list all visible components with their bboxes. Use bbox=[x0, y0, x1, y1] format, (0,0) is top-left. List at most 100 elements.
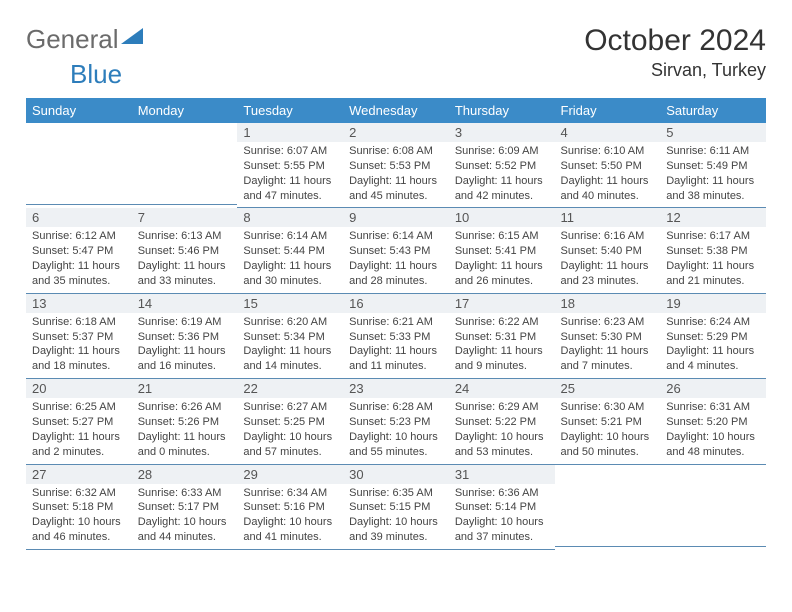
calendar-cell: 6Sunrise: 6:12 AMSunset: 5:47 PMDaylight… bbox=[26, 208, 132, 293]
calendar-cell: 13Sunrise: 6:18 AMSunset: 5:37 PMDayligh… bbox=[26, 294, 132, 379]
daylight-line: Daylight: 11 hours and 11 minutes. bbox=[349, 344, 443, 374]
day-number: 19 bbox=[660, 294, 766, 313]
daylight-line: Daylight: 11 hours and 21 minutes. bbox=[666, 259, 760, 289]
calendar-cell: 30 Sunrise: 6:35 AMSunset: 5:15 PMDayligh… bbox=[343, 465, 449, 550]
daylight-line: Daylight: 11 hours and 42 minutes. bbox=[455, 174, 549, 204]
calendar-row: 20Sunrise: 6:25 AMSunset: 5:27 PMDayligh… bbox=[26, 379, 766, 464]
daylight-line: Daylight: 11 hours and 45 minutes. bbox=[349, 174, 443, 204]
weekday-header-row: SundayMondayTuesdayWednesdayThursdayFrid… bbox=[26, 98, 766, 123]
weekday-thursday: Thursday bbox=[449, 98, 555, 123]
daylight-line: Daylight: 11 hours and 0 minutes. bbox=[138, 430, 232, 460]
day-info: Sunrise: 6:19 AMSunset: 5:36 PMDaylight:… bbox=[132, 315, 238, 374]
calendar-cell bbox=[26, 123, 132, 208]
day-info: Sunrise: 6:18 AMSunset: 5:37 PMDaylight:… bbox=[26, 315, 132, 374]
day-number bbox=[26, 123, 132, 127]
sunset-line: Sunset: 5:36 PM bbox=[138, 330, 232, 345]
calendar-cell: 18Sunrise: 6:23 AMSunset: 5:30 PMDayligh… bbox=[555, 294, 661, 379]
sunrise-line: Sunrise: 6:08 AM bbox=[349, 144, 443, 159]
day-info: Sunrise: 6:30 AMSunset: 5:21 PMDaylight:… bbox=[555, 400, 661, 459]
day-number: 30 bbox=[343, 465, 449, 484]
sunset-line: Sunset: 5:15 PM bbox=[349, 500, 443, 515]
day-number: 26 bbox=[660, 379, 766, 398]
sunrise-line: Sunrise: 6:16 AM bbox=[561, 229, 655, 244]
day-number: 15 bbox=[237, 294, 343, 313]
day-info: Sunrise: 6:31 AMSunset: 5:20 PMDaylight:… bbox=[660, 400, 766, 459]
daylight-line: Daylight: 10 hours and 41 minutes. bbox=[243, 515, 337, 545]
sunset-line: Sunset: 5:21 PM bbox=[561, 415, 655, 430]
sunrise-line: Sunrise: 6:07 AM bbox=[243, 144, 337, 159]
daylight-line: Daylight: 10 hours and 53 minutes. bbox=[455, 430, 549, 460]
sunset-line: Sunset: 5:31 PM bbox=[455, 330, 549, 345]
day-number: 5 bbox=[660, 123, 766, 142]
daylight-line: Daylight: 10 hours and 44 minutes. bbox=[138, 515, 232, 545]
day-info: Sunrise: 6:35 AMSunset: 5:15 PMDaylight:… bbox=[343, 486, 449, 545]
calendar-row: 6Sunrise: 6:12 AMSunset: 5:47 PMDaylight… bbox=[26, 208, 766, 293]
sunset-line: Sunset: 5:43 PM bbox=[349, 244, 443, 259]
day-info: Sunrise: 6:36 AMSunset: 5:14 PMDaylight:… bbox=[449, 486, 555, 545]
day-number: 22 bbox=[237, 379, 343, 398]
sunrise-line: Sunrise: 6:26 AM bbox=[138, 400, 232, 415]
day-info: Sunrise: 6:20 AMSunset: 5:34 PMDaylight:… bbox=[237, 315, 343, 374]
day-number: 6 bbox=[26, 208, 132, 227]
daylight-line: Daylight: 11 hours and 2 minutes. bbox=[32, 430, 126, 460]
sunrise-line: Sunrise: 6:17 AM bbox=[666, 229, 760, 244]
day-number bbox=[555, 465, 661, 469]
sunset-line: Sunset: 5:41 PM bbox=[455, 244, 549, 259]
calendar-cell: 24Sunrise: 6:29 AMSunset: 5:22 PMDayligh… bbox=[449, 379, 555, 464]
logo: General bbox=[26, 24, 145, 55]
weekday-saturday: Saturday bbox=[660, 98, 766, 123]
daylight-line: Daylight: 11 hours and 40 minutes. bbox=[561, 174, 655, 204]
day-number: 12 bbox=[660, 208, 766, 227]
day-number: 4 bbox=[555, 123, 661, 142]
daylight-line: Daylight: 11 hours and 14 minutes. bbox=[243, 344, 337, 374]
day-info: Sunrise: 6:27 AMSunset: 5:25 PMDaylight:… bbox=[237, 400, 343, 459]
calendar-cell: 28Sunrise: 6:33 AMSunset: 5:17 PMDayligh… bbox=[132, 465, 238, 550]
calendar-cell: 5 Sunrise: 6:11 AMSunset: 5:49 PMDaylight… bbox=[660, 123, 766, 208]
sunset-line: Sunset: 5:37 PM bbox=[32, 330, 126, 345]
day-number: 10 bbox=[449, 208, 555, 227]
calendar-cell: 29Sunrise: 6:34 AMSunset: 5:16 PMDayligh… bbox=[237, 465, 343, 550]
day-info: Sunrise: 6:34 AMSunset: 5:16 PMDaylight:… bbox=[237, 486, 343, 545]
calendar-cell: 17Sunrise: 6:22 AMSunset: 5:31 PMDayligh… bbox=[449, 294, 555, 379]
calendar-cell: 2Sunrise: 6:08 AMSunset: 5:53 PMDaylight… bbox=[343, 123, 449, 208]
day-info: Sunrise: 6:10 AMSunset: 5:50 PMDaylight:… bbox=[555, 144, 661, 203]
sunrise-line: Sunrise: 6:14 AM bbox=[243, 229, 337, 244]
sunset-line: Sunset: 5:18 PM bbox=[32, 500, 126, 515]
day-info: Sunrise: 6:16 AMSunset: 5:40 PMDaylight:… bbox=[555, 229, 661, 288]
calendar-cell: 15 Sunrise: 6:20 AMSunset: 5:34 PMDayligh… bbox=[237, 294, 343, 379]
day-info: Sunrise: 6:11 AMSunset: 5:49 PMDaylight:… bbox=[660, 144, 766, 203]
weekday-wednesday: Wednesday bbox=[343, 98, 449, 123]
day-number: 8 bbox=[237, 208, 343, 227]
sunset-line: Sunset: 5:30 PM bbox=[561, 330, 655, 345]
day-info: Sunrise: 6:15 AMSunset: 5:41 PMDaylight:… bbox=[449, 229, 555, 288]
calendar-cell: 25Sunrise: 6:30 AMSunset: 5:21 PMDayligh… bbox=[555, 379, 661, 464]
sunset-line: Sunset: 5:29 PM bbox=[666, 330, 760, 345]
calendar-cell: 31Sunrise: 6:36 AMSunset: 5:14 PMDayligh… bbox=[449, 465, 555, 550]
weekday-sunday: Sunday bbox=[26, 98, 132, 123]
daylight-line: Daylight: 10 hours and 50 minutes. bbox=[561, 430, 655, 460]
day-info: Sunrise: 6:14 AMSunset: 5:44 PMDaylight:… bbox=[237, 229, 343, 288]
sunset-line: Sunset: 5:27 PM bbox=[32, 415, 126, 430]
day-info: Sunrise: 6:24 AMSunset: 5:29 PMDaylight:… bbox=[660, 315, 766, 374]
sunrise-line: Sunrise: 6:19 AM bbox=[138, 315, 232, 330]
calendar-cell: 11Sunrise: 6:16 AMSunset: 5:40 PMDayligh… bbox=[555, 208, 661, 293]
sunrise-line: Sunrise: 6:15 AM bbox=[455, 229, 549, 244]
sunset-line: Sunset: 5:23 PM bbox=[349, 415, 443, 430]
day-number: 7 bbox=[132, 208, 238, 227]
sunset-line: Sunset: 5:22 PM bbox=[455, 415, 549, 430]
day-info: Sunrise: 6:23 AMSunset: 5:30 PMDaylight:… bbox=[555, 315, 661, 374]
day-number: 3 bbox=[449, 123, 555, 142]
day-info: Sunrise: 6:25 AMSunset: 5:27 PMDaylight:… bbox=[26, 400, 132, 459]
calendar-cell: 26 Sunrise: 6:31 AMSunset: 5:20 PMDayligh… bbox=[660, 379, 766, 464]
calendar-cell: 1Sunrise: 6:07 AMSunset: 5:55 PMDaylight… bbox=[237, 123, 343, 208]
day-number: 27 bbox=[26, 465, 132, 484]
calendar-cell: 14Sunrise: 6:19 AMSunset: 5:36 PMDayligh… bbox=[132, 294, 238, 379]
sunrise-line: Sunrise: 6:10 AM bbox=[561, 144, 655, 159]
day-number: 2 bbox=[343, 123, 449, 142]
sunset-line: Sunset: 5:25 PM bbox=[243, 415, 337, 430]
day-number bbox=[660, 465, 766, 469]
day-info: Sunrise: 6:13 AMSunset: 5:46 PMDaylight:… bbox=[132, 229, 238, 288]
calendar-row: 27Sunrise: 6:32 AMSunset: 5:18 PMDayligh… bbox=[26, 465, 766, 550]
calendar-cell bbox=[555, 465, 661, 550]
sunrise-line: Sunrise: 6:30 AM bbox=[561, 400, 655, 415]
